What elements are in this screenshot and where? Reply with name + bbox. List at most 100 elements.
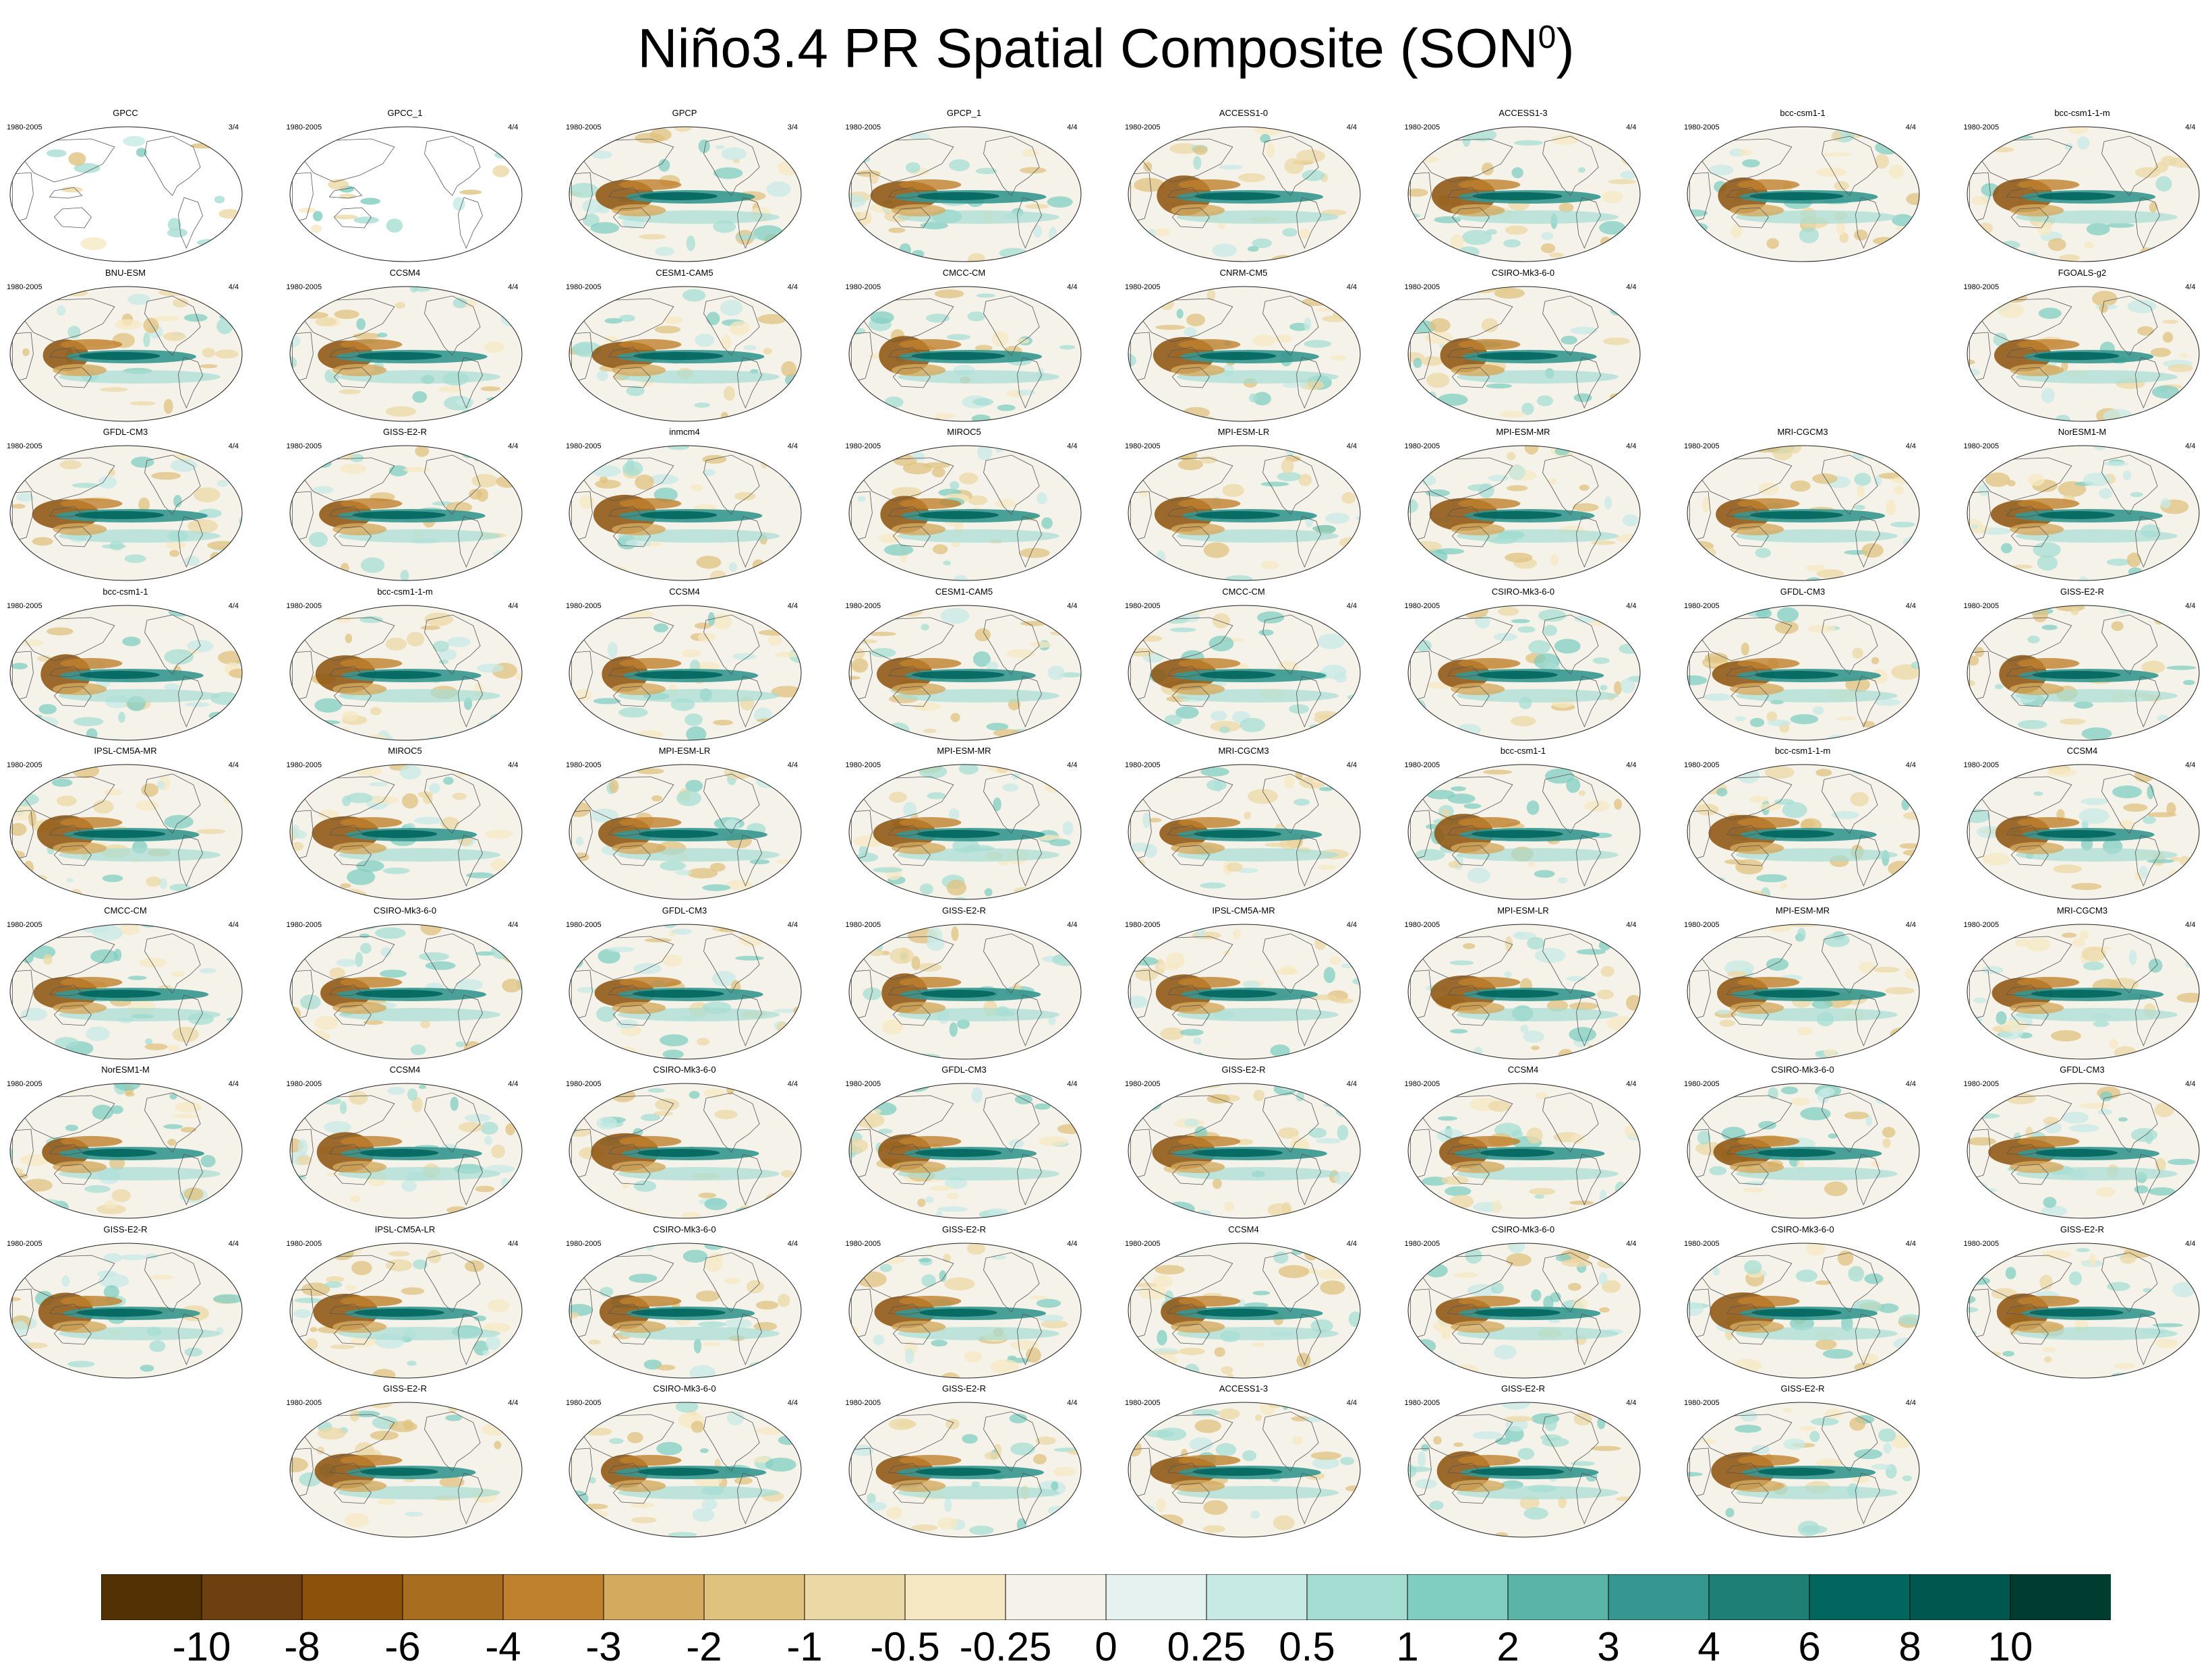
- anomaly-patch: [2156, 714, 2170, 721]
- precip-field: [848, 1083, 1081, 1218]
- anomaly-patch: [656, 1364, 676, 1371]
- coastlines: [1130, 1407, 1343, 1525]
- map-panel: CCSM4 1980-2005 4/4: [1961, 746, 2204, 902]
- dry-anomaly-west: [2016, 179, 2079, 190]
- anomaly-patch: [1878, 1303, 1899, 1313]
- anomaly-patch: [425, 961, 456, 970]
- anomaly-patch: [569, 452, 575, 458]
- anomaly-patch: [1687, 675, 1708, 685]
- anomaly-patch: [986, 661, 998, 670]
- anomaly-patch: [930, 1339, 948, 1346]
- map-plot: [1967, 1243, 2199, 1378]
- anomaly-patch: [1755, 608, 1772, 618]
- anomaly-patch: [946, 879, 966, 896]
- panel-fraction: 4/4: [228, 1239, 239, 1248]
- anomaly-patch: [1738, 149, 1752, 156]
- masked-land: [177, 1084, 202, 1094]
- anomaly-patch: [1631, 1334, 1639, 1340]
- anomaly-patch: [931, 467, 945, 478]
- anomaly-patch: [1699, 924, 1721, 928]
- panel-period: 1980-2005: [1963, 282, 2000, 291]
- anomaly-patch: [339, 463, 366, 475]
- map-plot: [1407, 1243, 1640, 1378]
- anomaly-patch: [1260, 561, 1279, 570]
- anomaly-patch: [883, 544, 913, 556]
- anomaly-patch: [1801, 819, 1815, 829]
- map-border: [1128, 605, 1361, 740]
- panel-title: IPSL-CM5A-MR: [94, 746, 157, 756]
- anomaly-patch: [2119, 1253, 2136, 1264]
- masked-land: [736, 1084, 761, 1094]
- wet-anomaly-core: [1754, 670, 1839, 679]
- wet-anomaly-core: [1192, 1149, 1283, 1157]
- anomaly-patch: [850, 1413, 875, 1428]
- precip-field: [848, 127, 1081, 262]
- panel-fraction: 4/4: [2185, 1239, 2196, 1248]
- anomaly-patch: [1184, 1118, 1200, 1127]
- dry-anomaly-west: [60, 1136, 123, 1147]
- anomaly-patch: [84, 1185, 111, 1193]
- anomaly-patch: [1221, 1365, 1233, 1374]
- masked-land: [1296, 446, 1320, 456]
- anomaly-patch: [2150, 347, 2171, 357]
- anomaly-patch: [103, 1284, 119, 1298]
- anomaly-patch: [2186, 310, 2196, 317]
- anomaly-patch: [1806, 564, 1826, 572]
- map-plot: [569, 924, 802, 1059]
- masked-land: [1855, 446, 1880, 456]
- dry-anomaly-west: [898, 1136, 961, 1147]
- anomaly-patch: [934, 289, 964, 298]
- anomaly-patch: [157, 781, 165, 789]
- anomaly-patch: [583, 1427, 612, 1436]
- dry-anomaly-west: [612, 363, 666, 376]
- anomaly-patch: [1210, 710, 1227, 721]
- anomaly-patch: [1971, 524, 1979, 529]
- panel-fraction: 3/4: [787, 123, 798, 131]
- anomaly-patch: [854, 154, 870, 163]
- masked-land: [1575, 1243, 1600, 1253]
- anomaly-patch: [1437, 393, 1468, 406]
- anomaly-patch: [452, 197, 465, 211]
- anomaly-patch: [1049, 839, 1070, 847]
- anomaly-patch: [1621, 1251, 1635, 1258]
- anomaly-patch: [1805, 1243, 1826, 1256]
- masked-land: [1855, 1243, 1880, 1253]
- anomaly-patch: [1078, 1355, 1081, 1369]
- panel-fraction: 4/4: [1346, 1239, 1357, 1248]
- panel-period: 1980-2005: [7, 282, 42, 291]
- coastlines: [1969, 769, 2181, 887]
- anomaly-patch: [2043, 1356, 2052, 1363]
- panel-title: MRI-CGCM3: [2056, 905, 2108, 916]
- anomaly-patch: [729, 320, 750, 335]
- anomaly-patch: [1701, 496, 1710, 513]
- map-plot: [1967, 605, 2199, 740]
- anomaly-patch: [1157, 1330, 1167, 1346]
- coastlines: [12, 610, 225, 727]
- anomaly-patch: [1494, 1437, 1511, 1445]
- anomaly-patch: [1461, 229, 1492, 245]
- anomaly-patch: [1977, 483, 1989, 496]
- coastlines: [1409, 1088, 1622, 1206]
- anomaly-patch: [2086, 222, 2110, 236]
- anomaly-patch: [1967, 615, 1985, 625]
- coastlines: [291, 131, 504, 249]
- colorbar-swatch: [1306, 1574, 1408, 1620]
- anomaly-patch: [1848, 1265, 1865, 1282]
- anomaly-patch: [1461, 131, 1471, 147]
- anomaly-patch: [2041, 624, 2058, 630]
- panel-title: bcc-csm1-1-m: [2054, 108, 2110, 118]
- anomaly-patch: [490, 1144, 505, 1158]
- map-panel: CSIRO-Mk3-6-0 1980-2005 4/4: [284, 905, 527, 1062]
- panel-title: GISS-E2-R: [941, 1224, 986, 1234]
- anomaly-patch: [948, 159, 970, 171]
- anomaly-patch: [1407, 1506, 1419, 1522]
- anomaly-patch: [127, 975, 147, 980]
- anomaly-patch: [163, 398, 173, 414]
- anomaly-patch: [1687, 1194, 1700, 1199]
- anomaly-patch: [149, 1340, 166, 1352]
- map-border: [569, 445, 802, 581]
- anomaly-patch: [30, 716, 59, 728]
- panel-fraction: 4/4: [787, 761, 798, 769]
- wet-anomaly-core: [639, 192, 718, 200]
- anomaly-patch: [2129, 491, 2143, 498]
